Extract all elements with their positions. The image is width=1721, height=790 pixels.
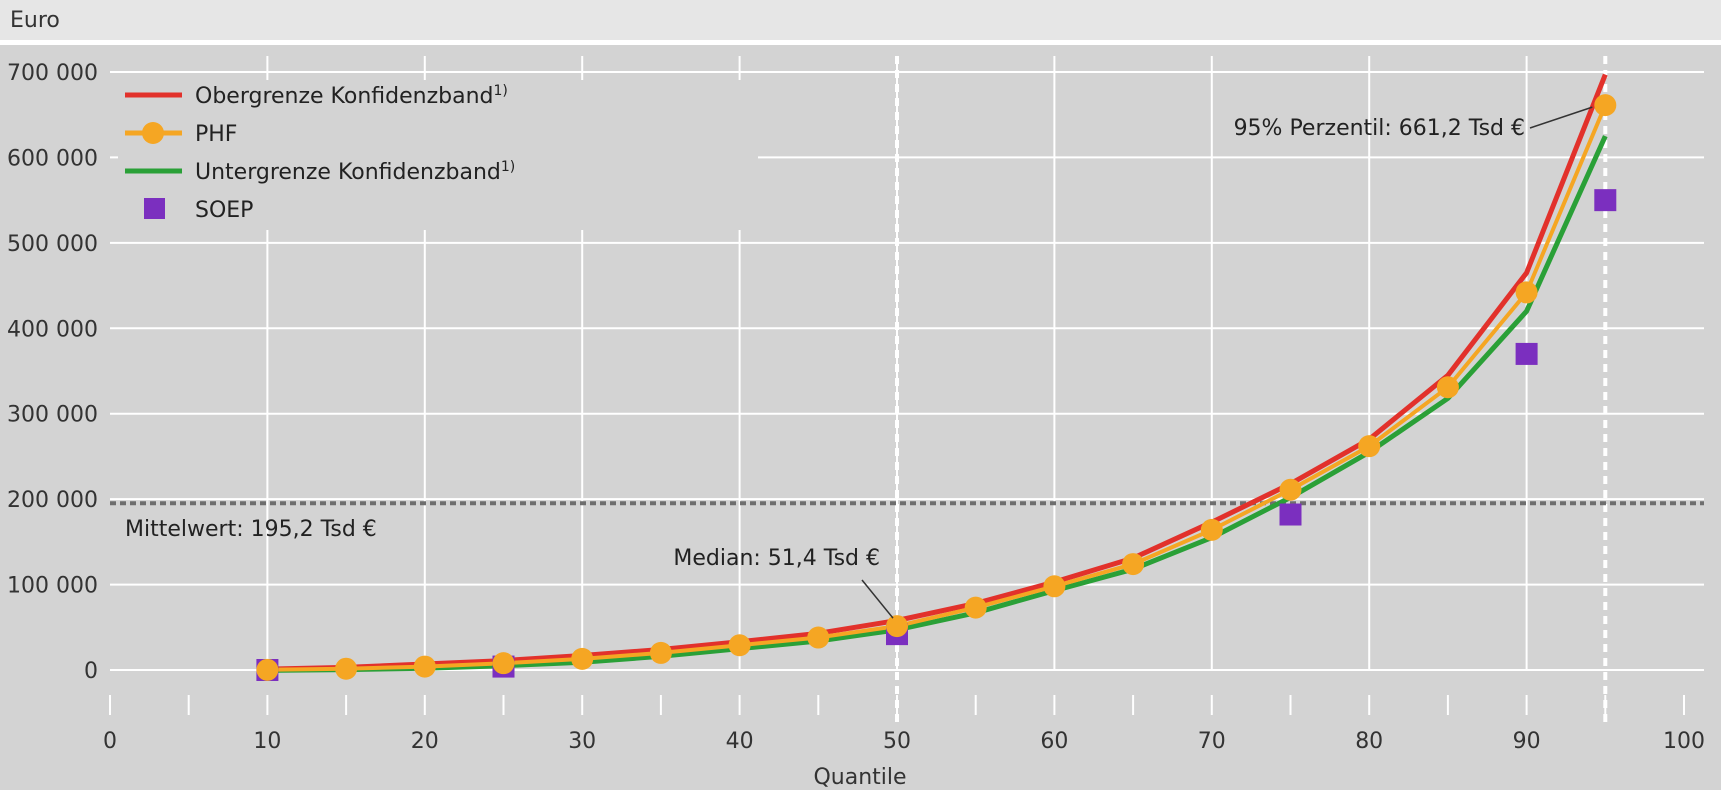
y-unit-label: Euro bbox=[10, 8, 60, 33]
series-line-upper bbox=[267, 73, 1608, 672]
phf-point bbox=[964, 596, 987, 619]
legend-background bbox=[118, 80, 758, 230]
median-leader-line bbox=[861, 579, 894, 619]
phf-point bbox=[1594, 94, 1617, 117]
phf-point bbox=[1043, 575, 1066, 598]
y-tick-label: 100 000 bbox=[7, 574, 98, 599]
phf-point bbox=[649, 641, 672, 664]
x-tick-label: 80 bbox=[1355, 729, 1383, 754]
y-tick-label: 200 000 bbox=[7, 488, 98, 513]
x-tick-label: 20 bbox=[411, 729, 439, 754]
legend-label-soep: SOEP bbox=[195, 198, 253, 223]
header-divider bbox=[0, 40, 1721, 45]
series-line-phf bbox=[267, 104, 1608, 672]
legend-label-upper: Obergrenze Konfidenzband1) bbox=[195, 83, 508, 109]
y-tick-label: 500 000 bbox=[7, 232, 98, 257]
phf-point bbox=[571, 647, 594, 670]
annotations: Mittelwert: 195,2 Tsd € Median: 51,4 Tsd … bbox=[125, 106, 1593, 619]
legend: Obergrenze Konfidenzband1) PHF Untergren… bbox=[118, 80, 758, 230]
phf-point bbox=[256, 658, 279, 681]
x-tick-label: 0 bbox=[103, 729, 117, 754]
x-tick-label: 10 bbox=[253, 729, 281, 754]
legend-label-phf: PHF bbox=[195, 122, 237, 147]
phf-point bbox=[492, 652, 515, 675]
soep-point bbox=[1279, 503, 1302, 526]
phf-point bbox=[1122, 553, 1145, 576]
phf-point bbox=[807, 626, 830, 649]
x-axis-title: Quantile bbox=[813, 765, 906, 790]
series bbox=[256, 73, 1617, 681]
x-tick-label: 40 bbox=[726, 729, 754, 754]
phf-point bbox=[1200, 518, 1223, 541]
soep-point bbox=[1594, 189, 1617, 212]
y-tick-label: 700 000 bbox=[7, 61, 98, 86]
phf-point bbox=[335, 657, 358, 680]
x-tick-label: 90 bbox=[1513, 729, 1541, 754]
x-tick-label: 100 bbox=[1663, 729, 1705, 754]
y-tick-label: 0 bbox=[84, 659, 98, 684]
x-tick-label: 60 bbox=[1040, 729, 1068, 754]
p95-annotation: 95% Perzentil: 661,2 Tsd € bbox=[1234, 116, 1525, 141]
legend-swatch-phf-marker bbox=[142, 122, 164, 144]
legend-swatch-soep bbox=[144, 198, 165, 219]
axes: 0 100 000 200 000 300 000 400 000 500 000 600 … bbox=[7, 61, 1705, 754]
phf-point bbox=[1358, 435, 1381, 458]
phf-point bbox=[1436, 376, 1459, 399]
soep-point bbox=[1515, 342, 1538, 365]
phf-point bbox=[886, 615, 908, 638]
header-band bbox=[0, 0, 1721, 40]
mean-annotation: Mittelwert: 195,2 Tsd € bbox=[125, 517, 377, 542]
y-tick-label: 300 000 bbox=[7, 403, 98, 428]
x-tick-label: 70 bbox=[1198, 729, 1226, 754]
x-tick-label: 30 bbox=[568, 729, 596, 754]
p95-leader-line bbox=[1529, 106, 1593, 129]
phf-point bbox=[1515, 281, 1538, 304]
phf-point bbox=[1279, 478, 1302, 501]
series-line-lower bbox=[267, 135, 1608, 673]
y-tick-label: 600 000 bbox=[7, 146, 98, 171]
phf-point bbox=[728, 634, 751, 657]
x-tick-label: 50 bbox=[883, 729, 911, 754]
phf-point bbox=[413, 655, 436, 678]
legend-label-lower: Untergrenze Konfidenzband1) bbox=[195, 159, 515, 185]
y-tick-label: 400 000 bbox=[7, 317, 98, 342]
median-annotation: Median: 51,4 Tsd € bbox=[673, 546, 880, 571]
